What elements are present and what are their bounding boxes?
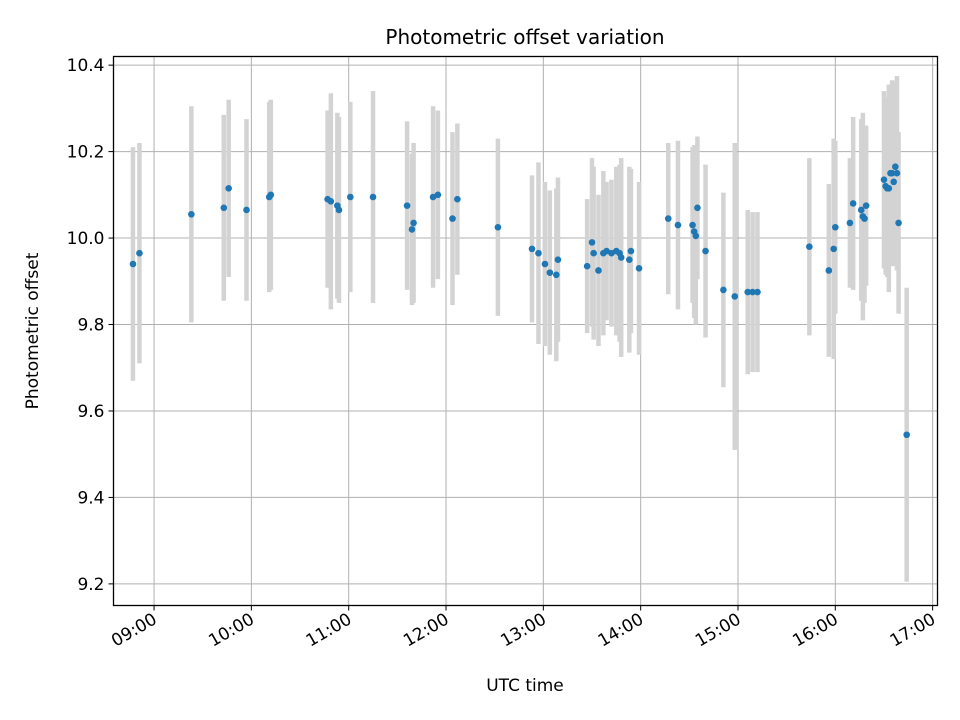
data-point <box>408 226 416 233</box>
data-point <box>327 198 335 205</box>
y-axis-label: Photometric offset <box>23 252 43 409</box>
data-point <box>861 215 868 222</box>
x-tick-label: 16:00 <box>789 610 841 652</box>
data-points <box>129 163 910 439</box>
data-point <box>885 185 893 192</box>
data-point <box>129 260 137 268</box>
data-point <box>806 243 813 251</box>
data-point <box>449 215 456 222</box>
y-axis-ticks: 9.2 9.4 9.6 9.8 10.0 10.2 10.4 <box>67 56 114 595</box>
x-tick-label: 11:00 <box>303 610 355 652</box>
data-point <box>347 193 354 201</box>
y-tick-label: 9.6 <box>77 402 104 422</box>
data-point <box>664 215 672 222</box>
data-point <box>617 254 625 261</box>
data-point <box>553 271 560 279</box>
x-tick-label: 14:00 <box>595 610 647 652</box>
plot-frame <box>112 55 939 607</box>
data-point <box>689 221 696 229</box>
data-point <box>849 200 857 207</box>
data-point <box>588 239 596 246</box>
data-point <box>528 245 536 253</box>
data-point <box>434 191 442 199</box>
data-point <box>403 202 411 209</box>
y-tick-label: 10.2 <box>67 143 105 163</box>
data-point <box>220 204 228 212</box>
data-point <box>595 267 602 274</box>
y-tick-label: 9.8 <box>77 316 104 336</box>
data-point <box>892 163 899 171</box>
data-point <box>674 221 682 229</box>
x-tick-label: 10:00 <box>205 610 257 652</box>
data-point <box>754 288 761 296</box>
data-point <box>590 249 597 257</box>
data-point <box>454 195 461 203</box>
data-point <box>862 202 870 209</box>
data-point <box>369 193 377 201</box>
x-tick-label: 12:00 <box>400 610 452 652</box>
x-axis-label: UTC time <box>486 676 564 696</box>
gridlines <box>113 56 938 606</box>
data-point <box>830 245 837 253</box>
data-point <box>243 206 250 214</box>
data-point <box>888 169 896 177</box>
chart-title: Photometric offset variation <box>385 25 664 49</box>
data-point <box>635 265 643 272</box>
data-point <box>744 288 752 296</box>
data-point <box>136 249 143 257</box>
y-tick-label: 10.4 <box>67 56 105 76</box>
data-point <box>825 267 833 274</box>
data-point <box>546 269 554 276</box>
data-point <box>494 223 502 231</box>
data-point <box>692 232 700 240</box>
data-point <box>554 256 562 263</box>
x-tick-label: 13:00 <box>497 610 549 652</box>
data-point <box>267 191 275 199</box>
y-tick-label: 9.2 <box>77 575 104 595</box>
data-point <box>626 256 633 263</box>
data-point <box>749 288 756 296</box>
y-tick-label: 9.4 <box>77 488 104 508</box>
data-point <box>702 247 709 255</box>
x-axis-ticks: 09:00 10:00 11:00 12:00 13:00 14:00 15:00 16:00… <box>108 605 939 652</box>
y-tick-label: 10.0 <box>67 229 105 249</box>
data-point <box>335 206 343 214</box>
data-point <box>857 206 865 214</box>
data-point <box>832 223 839 231</box>
x-tick-label: 17:00 <box>887 610 939 652</box>
data-point <box>880 176 888 184</box>
data-point <box>188 210 195 218</box>
data-point <box>890 178 898 186</box>
data-point <box>225 185 232 192</box>
x-tick-label: 09:00 <box>108 610 160 652</box>
data-point <box>541 260 549 268</box>
data-point <box>627 247 635 255</box>
data-point <box>903 431 910 439</box>
x-tick-label: 15:00 <box>692 610 744 652</box>
data-point <box>583 262 591 270</box>
data-point <box>410 219 417 227</box>
data-point <box>694 204 701 212</box>
data-point <box>731 293 739 300</box>
data-point <box>893 169 901 177</box>
data-point <box>535 249 542 257</box>
data-point <box>720 286 727 294</box>
data-point <box>895 219 902 227</box>
data-point <box>846 219 854 227</box>
